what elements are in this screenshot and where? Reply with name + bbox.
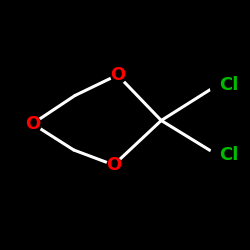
Text: O: O	[106, 156, 122, 174]
Text: O: O	[25, 115, 40, 133]
Text: O: O	[110, 66, 125, 84]
Text: Cl: Cl	[219, 76, 238, 94]
Text: Cl: Cl	[219, 146, 238, 164]
